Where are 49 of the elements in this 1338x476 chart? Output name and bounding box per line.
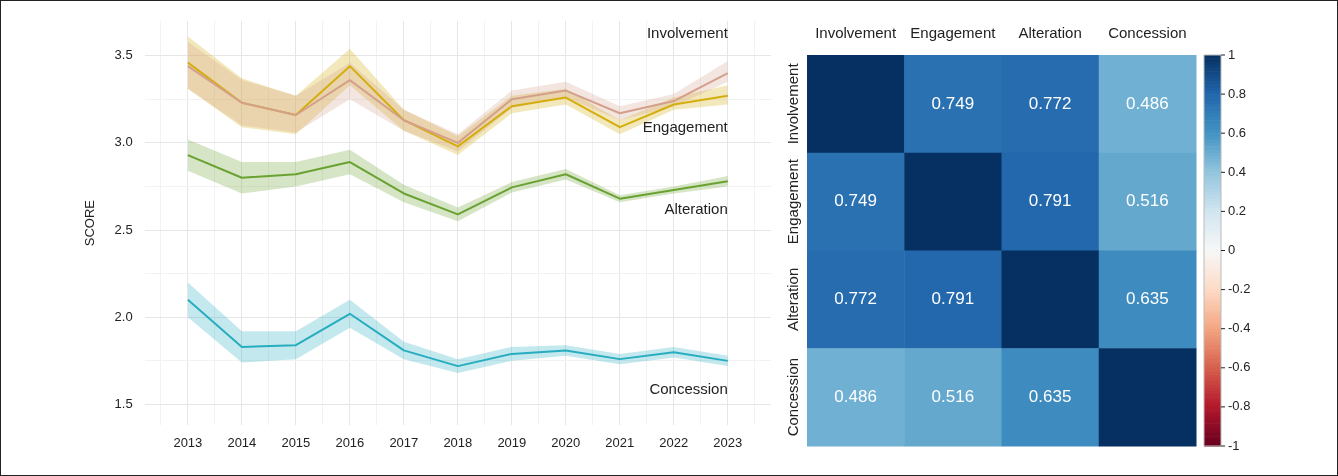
y-tick-label: 3.5 (114, 47, 133, 63)
x-tick-label: Engagement (910, 24, 997, 42)
color-bar-label: 0.8 (1228, 85, 1247, 101)
y-tick-label: 2.5 (114, 221, 133, 237)
x-tick-label: Concession (1108, 24, 1187, 42)
y-tick-label: Alteration (783, 267, 801, 332)
x-tick-label: Involvement (815, 24, 897, 42)
x-tick-label: 2020 (551, 434, 581, 450)
x-tick-label: 2013 (173, 434, 203, 450)
x-tick-label: 2018 (443, 434, 473, 450)
x-tick-label: 2015 (281, 434, 311, 450)
data-label: 0.791 (1028, 191, 1072, 211)
data-label: 0.749 (834, 191, 877, 211)
data-label: 0.486 (1126, 93, 1169, 113)
x-tick-label: 2022 (659, 434, 689, 450)
data-label: 0.749 (931, 93, 975, 113)
color-bar-label: 0 (1228, 242, 1236, 258)
series-label: Alteration (664, 200, 728, 218)
x-tick-label: 2021 (605, 434, 635, 450)
data-label: 0.791 (931, 289, 975, 309)
y-tick-label: 2.0 (114, 308, 133, 324)
color-bar-label: -0.8 (1228, 398, 1251, 414)
y-axis-title: SCORE (82, 199, 98, 247)
y-tick-label: 3.0 (114, 134, 133, 150)
data-label: 0.516 (931, 386, 975, 406)
data-label: 0.635 (1126, 289, 1169, 309)
color-bar-label: 1 (1228, 46, 1236, 62)
x-tick-label: 2023 (713, 434, 743, 450)
color-bar-label: -1 (1228, 437, 1240, 453)
color-bar-label: -0.6 (1228, 359, 1251, 375)
color-bar-label: 0.4 (1228, 163, 1247, 179)
x-tick-label: 2019 (497, 434, 527, 450)
series-label: Engagement (642, 118, 729, 136)
y-tick-label: 1.5 (114, 396, 133, 412)
y-tick-label: Engagement (783, 158, 801, 245)
series-label: Concession (649, 379, 728, 397)
color-bar-label: -0.2 (1228, 281, 1251, 297)
data-label: 0.772 (1028, 93, 1072, 113)
data-label: 0.516 (1126, 191, 1169, 211)
x-tick-label: Alteration (1018, 24, 1082, 42)
data-label: 0.772 (834, 289, 877, 309)
x-tick-label: 2014 (227, 434, 257, 450)
data-label: 0.635 (1028, 386, 1072, 406)
color-bar-label: -0.4 (1228, 320, 1251, 336)
x-tick-label: 2017 (389, 434, 419, 450)
data-label: 0.486 (834, 386, 877, 406)
color-bar-label: 0.6 (1228, 124, 1247, 140)
color-bar-label: 0.2 (1228, 202, 1247, 218)
x-tick-label: 2016 (335, 434, 365, 450)
